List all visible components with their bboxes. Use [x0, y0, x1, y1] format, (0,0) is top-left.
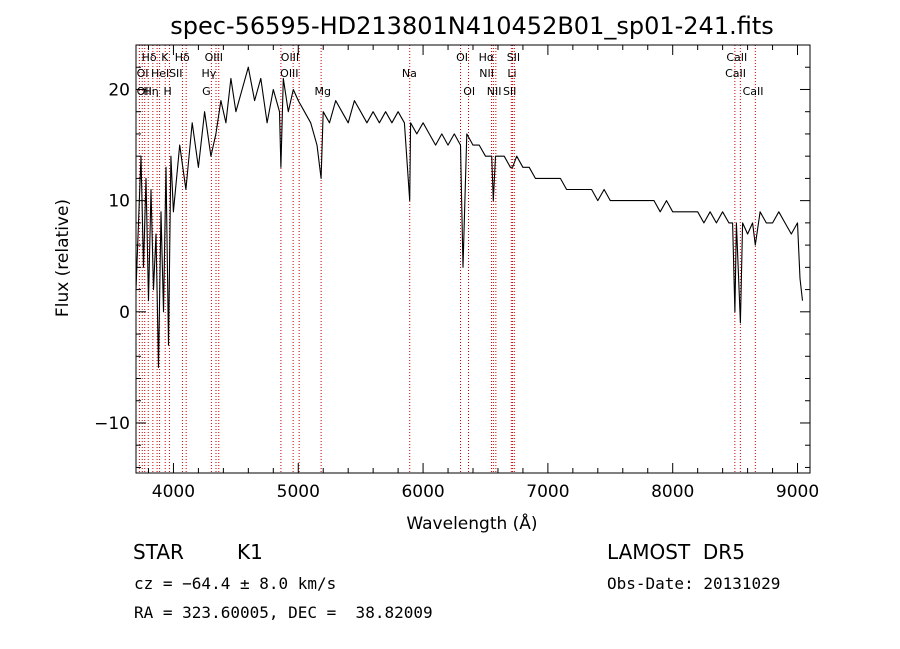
x-tick-label: 7000: [526, 482, 569, 502]
line-label: Hγ: [202, 67, 217, 80]
axis-ticks: 4000 5000 6000 7000 8000 9000 −10 0 10 20: [94, 44, 819, 502]
line-label: SII: [507, 51, 520, 64]
line-label: OIII: [280, 67, 298, 80]
line-label: HeI: [151, 67, 169, 80]
x-tick-label: 9000: [776, 482, 819, 502]
line-label: OIII: [281, 51, 299, 64]
line-label: Na: [402, 67, 417, 80]
observation-date: Obs-Date: 20131029: [607, 574, 781, 593]
line-label: OI: [137, 67, 149, 80]
line-label: OI: [456, 51, 468, 64]
line-label: Hη: [143, 85, 158, 98]
line-label: CaII: [743, 85, 764, 98]
y-tick-label: 20: [108, 80, 130, 100]
series-line: [135, 66, 804, 368]
line-label: OI: [463, 85, 475, 98]
line-label: NII: [479, 67, 494, 80]
x-tick-label: 6000: [401, 482, 444, 502]
line-label: G: [202, 85, 211, 98]
y-tick-label: 0: [119, 303, 130, 323]
line-label: OIII: [205, 51, 223, 64]
line-label: CaII: [725, 67, 746, 80]
line-label: NII: [487, 85, 502, 98]
line-label: CaII: [726, 51, 747, 64]
chart-title: spec-56595-HD213801N410452B01_sp01-241.f…: [170, 12, 774, 40]
x-axis-label: Wavelength (Å): [406, 512, 537, 534]
x-tick-label: 8000: [651, 482, 694, 502]
radial-velocity: cz = −64.4 ± 8.0 km/s: [134, 574, 337, 593]
line-label: Hδ: [142, 51, 157, 64]
line-label: Hδ: [175, 51, 190, 64]
line-label: SII: [503, 85, 516, 98]
survey-release: LAMOST DR5: [607, 540, 745, 564]
object-subclass: K1: [237, 540, 263, 564]
line-label: Li: [507, 67, 516, 80]
spectrum-series: [135, 66, 804, 368]
coordinates: RA = 323.60005, DEC = 38.82009: [134, 603, 433, 622]
object-class: STAR: [133, 540, 184, 564]
x-tick-label: 4000: [152, 482, 195, 502]
y-axis-label: Flux (relative): [53, 199, 73, 317]
line-label: K: [161, 51, 169, 64]
line-label: OII: [137, 85, 152, 98]
line-label: Hα: [479, 51, 495, 64]
line-label: SII: [169, 67, 182, 80]
x-tick-label: 5000: [277, 482, 320, 502]
y-tick-label: 10: [108, 192, 130, 212]
y-tick-label: −10: [94, 414, 130, 434]
line-label: Mg: [314, 85, 330, 98]
line-label: H: [163, 85, 171, 98]
spectral-line-markers: [138, 45, 756, 473]
